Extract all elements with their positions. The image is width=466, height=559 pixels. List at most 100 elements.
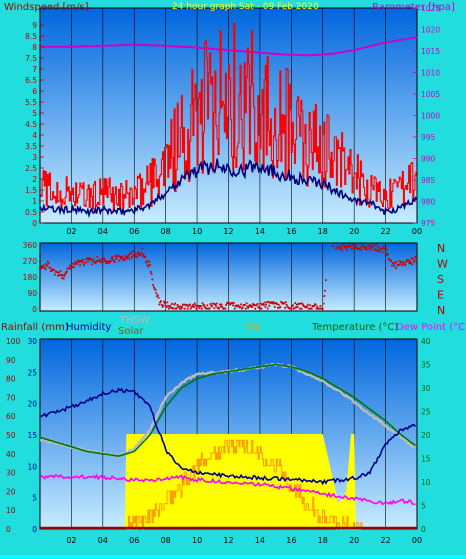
direction-point bbox=[266, 307, 269, 310]
weather-x-tick-label: 02 bbox=[66, 536, 76, 545]
direction-point bbox=[191, 305, 194, 308]
direction-point bbox=[127, 253, 130, 256]
direction-point bbox=[341, 249, 344, 252]
wind-x-tick-label: 04 bbox=[98, 227, 108, 236]
humidity-tick-label: 25 bbox=[27, 368, 37, 377]
direction-point bbox=[359, 246, 362, 249]
direction-point bbox=[300, 307, 303, 310]
dewpoint-label: Dew Point (°C) bbox=[396, 322, 466, 333]
direction-point bbox=[318, 307, 321, 310]
direction-point bbox=[208, 307, 211, 310]
direction-point bbox=[206, 304, 209, 307]
direction-point bbox=[303, 305, 306, 308]
gust-line bbox=[40, 22, 418, 212]
direction-point bbox=[218, 307, 220, 310]
gust-series bbox=[40, 22, 418, 212]
windspeed-tick-label: 1.5 bbox=[25, 186, 37, 195]
direction-point bbox=[165, 306, 168, 309]
compass-letter: S bbox=[437, 273, 444, 286]
direction-point bbox=[244, 307, 247, 310]
weather-x-tick-label: 08 bbox=[161, 536, 171, 545]
humidity-line bbox=[39, 387, 417, 486]
direction-point bbox=[281, 301, 283, 304]
direction-point bbox=[194, 304, 197, 307]
direction-series bbox=[39, 244, 418, 310]
direction-point bbox=[315, 307, 318, 310]
direction-point bbox=[122, 259, 125, 261]
direction-point bbox=[155, 292, 158, 295]
direction-point bbox=[218, 303, 221, 306]
direction-point bbox=[324, 279, 327, 281]
direction-point bbox=[295, 303, 298, 306]
direction-point bbox=[271, 302, 274, 305]
temperature-line bbox=[39, 363, 416, 457]
dewpoint-line bbox=[39, 473, 416, 506]
barometer-tick-label: 1005 bbox=[421, 90, 440, 99]
direction-point bbox=[152, 284, 154, 286]
direction-point bbox=[387, 253, 389, 255]
direction-point bbox=[343, 244, 345, 247]
direction-point bbox=[121, 256, 124, 259]
direction-point bbox=[401, 261, 404, 263]
temperature-tick-label: 30 bbox=[421, 384, 431, 393]
direction-point bbox=[204, 306, 206, 308]
windspeed-tick-label: 2.5 bbox=[25, 164, 37, 173]
humidity-tick-label: 15 bbox=[27, 431, 37, 440]
direction-point bbox=[60, 273, 63, 276]
direction-point bbox=[87, 258, 90, 260]
direction-point bbox=[76, 260, 79, 263]
direction-point bbox=[94, 262, 97, 265]
direction-point bbox=[90, 258, 92, 261]
direction-point bbox=[119, 255, 122, 258]
direction-point bbox=[88, 257, 91, 259]
direction-point bbox=[176, 304, 179, 306]
direction-point bbox=[112, 258, 114, 261]
direction-point bbox=[144, 256, 147, 258]
direction-point bbox=[148, 260, 151, 263]
direction-point bbox=[178, 307, 181, 310]
direction-point bbox=[358, 248, 361, 250]
direction-point bbox=[413, 260, 416, 263]
windspeed-tick-label: 6 bbox=[32, 87, 37, 96]
dewpoint-series bbox=[39, 473, 416, 506]
direction-point bbox=[53, 268, 56, 271]
direction-point bbox=[393, 264, 396, 267]
direction-point bbox=[356, 247, 359, 249]
direction-point bbox=[151, 278, 154, 281]
wind-x-tick-label: 02 bbox=[66, 227, 76, 236]
direction-point bbox=[225, 304, 228, 306]
direction-point bbox=[84, 261, 87, 264]
direction-point bbox=[272, 301, 275, 303]
direction-point bbox=[360, 248, 363, 251]
direction-point bbox=[346, 245, 349, 248]
wind-x-tick-label: 22 bbox=[380, 227, 390, 236]
direction-point bbox=[246, 305, 249, 308]
wind-x-tick-label: 06 bbox=[129, 227, 139, 236]
direction-point bbox=[40, 265, 43, 268]
direction-point bbox=[339, 244, 342, 247]
direction-point bbox=[265, 303, 268, 306]
barometer-tick-label: 985 bbox=[421, 176, 436, 185]
direction-point bbox=[58, 274, 61, 277]
direction-point bbox=[386, 254, 389, 256]
direction-point bbox=[211, 305, 213, 308]
direction-point bbox=[201, 302, 204, 305]
direction-point bbox=[203, 304, 206, 306]
direction-point bbox=[232, 304, 235, 307]
direction-point bbox=[92, 258, 95, 260]
weather-x-tick-label: 18 bbox=[318, 536, 328, 545]
direction-point bbox=[362, 246, 365, 248]
direction-point bbox=[200, 307, 203, 310]
direction-point bbox=[77, 259, 80, 262]
graph-title: 24 hour graph Sat - 09 Feb 2020 bbox=[172, 2, 319, 12]
windspeed-axis-label: Windspeed [m/s] bbox=[4, 2, 89, 13]
direction-point bbox=[79, 264, 81, 267]
direction-point bbox=[220, 303, 223, 306]
direction-point bbox=[74, 260, 77, 263]
direction-point bbox=[273, 306, 276, 308]
weather-x-tick-label: 06 bbox=[129, 536, 139, 545]
direction-point bbox=[414, 255, 417, 258]
direction-point bbox=[71, 266, 74, 268]
direction-point bbox=[256, 302, 259, 305]
